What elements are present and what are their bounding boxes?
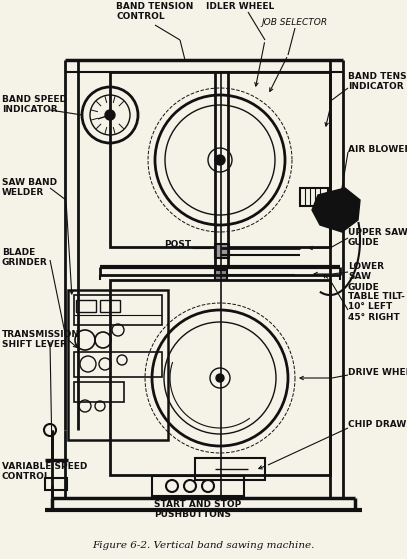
Text: BAND TENSION
INDICATOR: BAND TENSION INDICATOR xyxy=(348,72,407,92)
Polygon shape xyxy=(312,188,360,232)
Bar xyxy=(110,72,330,247)
Text: POST: POST xyxy=(164,240,192,249)
Bar xyxy=(215,270,227,280)
Text: Figure 6-2. Vertical band sawing machine.: Figure 6-2. Vertical band sawing machine… xyxy=(92,541,314,549)
Text: CHIP DRAWER: CHIP DRAWER xyxy=(348,420,407,429)
Text: SAW BAND
WELDER: SAW BAND WELDER xyxy=(2,178,57,197)
Bar xyxy=(74,295,162,325)
Text: START AND STOP
PUSHBUTTONS: START AND STOP PUSHBUTTONS xyxy=(154,500,242,519)
Circle shape xyxy=(216,374,224,382)
Text: BAND SPEED
INDICATOR: BAND SPEED INDICATOR xyxy=(2,95,67,115)
Bar xyxy=(100,300,120,312)
Text: VARIABLE SPEED
CONTROL: VARIABLE SPEED CONTROL xyxy=(2,462,88,481)
Text: BLADE
GRINDER: BLADE GRINDER xyxy=(2,248,48,267)
Circle shape xyxy=(215,155,225,165)
Text: UPPER SAW
GUIDE: UPPER SAW GUIDE xyxy=(348,228,407,248)
Bar xyxy=(74,382,124,402)
Bar xyxy=(45,478,67,490)
Text: BAND TENSION
CONTROL: BAND TENSION CONTROL xyxy=(116,2,194,21)
Circle shape xyxy=(105,110,115,120)
Bar xyxy=(74,352,162,377)
Text: LOWER
SAW
GUIDE: LOWER SAW GUIDE xyxy=(348,262,384,292)
Bar xyxy=(300,188,328,206)
Bar xyxy=(195,458,265,480)
Text: JOB SELECTOR: JOB SELECTOR xyxy=(262,18,328,27)
Bar xyxy=(215,244,229,258)
Text: TABLE TILT-
10° LEFT
45° RIGHT: TABLE TILT- 10° LEFT 45° RIGHT xyxy=(348,292,405,322)
Text: IDLER WHEEL: IDLER WHEEL xyxy=(206,2,274,11)
Text: AIR BLOWER: AIR BLOWER xyxy=(348,145,407,154)
Bar xyxy=(76,300,96,312)
Text: DRIVE WHEEL: DRIVE WHEEL xyxy=(348,368,407,377)
Text: TRANSMISSION
SHIFT LEVER: TRANSMISSION SHIFT LEVER xyxy=(2,330,80,349)
Bar xyxy=(152,476,244,496)
Bar xyxy=(110,280,330,475)
Bar xyxy=(68,290,168,440)
